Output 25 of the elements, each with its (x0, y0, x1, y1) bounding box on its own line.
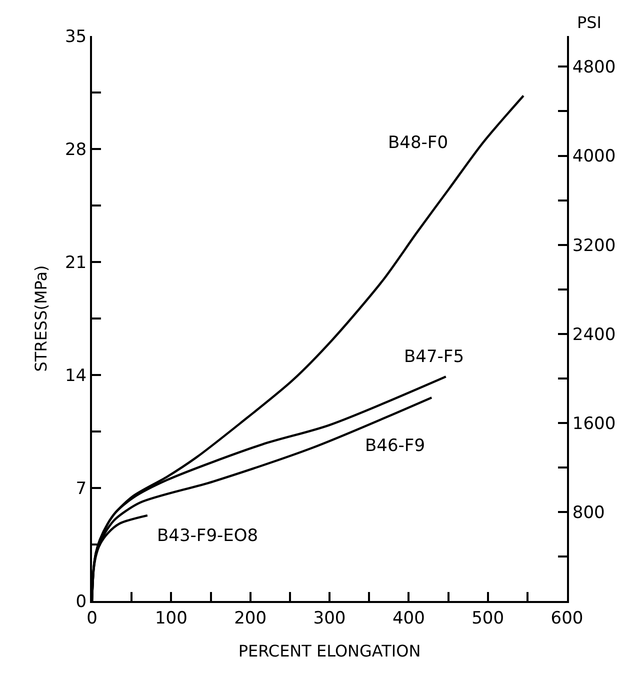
y2-tick-label: 800 (572, 502, 605, 523)
y-tick-label: 14 (64, 366, 87, 386)
y2-tick-label: 3200 (572, 236, 616, 256)
x-tick-label: 200 (234, 608, 267, 628)
y-tick-label: 35 (64, 26, 87, 47)
y2-axis-title: PSI (577, 13, 602, 32)
x-axis-title: PERCENT ELONGATION (238, 642, 421, 661)
x-tick-label: 400 (392, 608, 425, 628)
y-tick-label: 7 (76, 478, 87, 499)
y-tick-label: 0 (76, 592, 87, 612)
y-axis-title: STRESS(MPa) (31, 265, 50, 372)
x-tick-label: 300 (313, 608, 346, 628)
y-tick-label: 21 (64, 252, 87, 273)
y2-tick-label: 4000 (572, 146, 616, 167)
x-tick-label: 600 (550, 608, 584, 628)
y2-tick-label: 1600 (572, 414, 616, 434)
x-tick-label: 500 (472, 608, 504, 628)
series-label: B46-F9 (365, 436, 426, 456)
y2-tick-label: 4800 (572, 58, 616, 78)
series-label: B47-F5 (404, 347, 464, 367)
series-label: B43-F9-EO8 (157, 526, 258, 546)
series-label: B48-F0 (388, 133, 448, 153)
x-tick-label: 100 (154, 608, 188, 628)
y-tick-label: 28 (64, 140, 87, 160)
y2-tick-label: 2400 (572, 324, 616, 345)
